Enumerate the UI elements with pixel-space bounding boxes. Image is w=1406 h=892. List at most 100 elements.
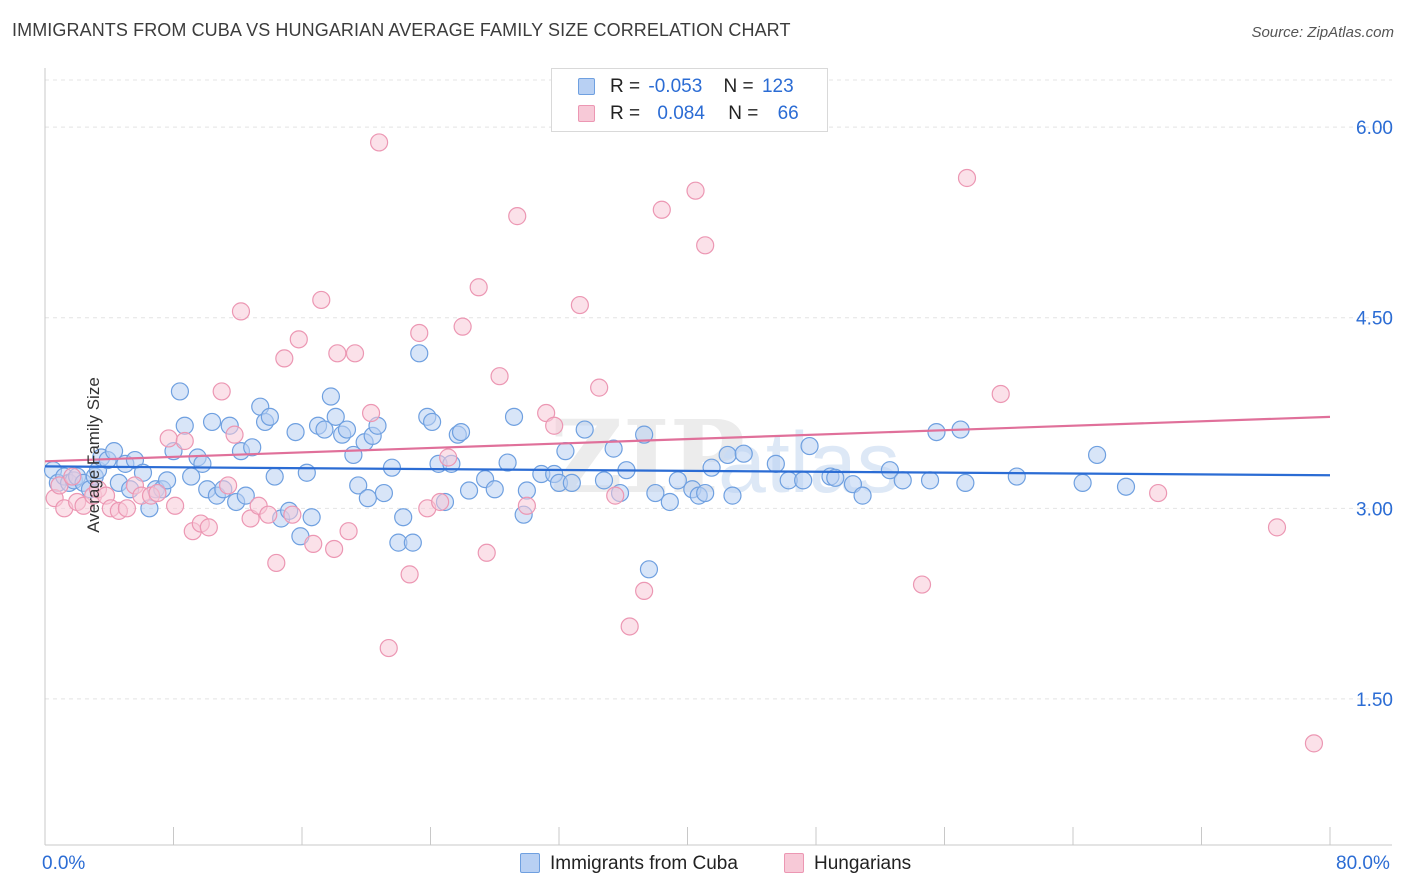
point-cuba [423, 412, 442, 432]
point-cuba [504, 407, 524, 426]
point-hungarians [312, 290, 331, 310]
legend-n-value: 123 [761, 76, 794, 97]
point-cuba [297, 463, 316, 482]
point-hungarians [912, 575, 932, 594]
point-hungarians [453, 317, 472, 336]
point-cuba [451, 422, 471, 442]
point-hungarians [517, 496, 536, 515]
point-cuba [302, 508, 321, 527]
point-cuba [1073, 473, 1092, 493]
point-hungarians [283, 505, 302, 524]
point-hungarians [620, 617, 639, 636]
point-hungarians [159, 429, 178, 448]
point-hungarians [339, 522, 358, 541]
x-tick-label-max: 80.0% [1336, 853, 1390, 874]
point-cuba [1007, 467, 1026, 486]
point-cuba [696, 483, 715, 503]
point-cuba [517, 481, 536, 500]
point-hungarians [490, 367, 509, 386]
point-cuba [723, 486, 742, 505]
point-cuba [243, 438, 262, 457]
trend-line-hungarians [44, 415, 1331, 463]
point-hungarians [50, 476, 69, 495]
point-hungarians [212, 382, 231, 401]
point-hungarians [267, 553, 286, 573]
point-hungarians [652, 200, 671, 219]
point-cuba [394, 508, 413, 527]
point-hungarians [361, 403, 381, 423]
point-hungarians [328, 344, 347, 363]
point-hungarians [275, 349, 294, 368]
point-cuba [575, 420, 594, 439]
point-cuba [236, 486, 255, 505]
point-hungarians [431, 492, 450, 512]
point-cuba [410, 344, 429, 363]
legend-swatch-cuba [578, 78, 595, 95]
point-cuba [459, 481, 479, 500]
point-cuba [193, 454, 212, 473]
point-cuba [880, 461, 899, 480]
point-hungarians [686, 181, 705, 200]
point-hungarians [477, 543, 496, 562]
y-tick-label: 4.50 [1356, 309, 1393, 330]
point-cuba [556, 442, 575, 461]
point-cuba [202, 412, 222, 432]
point-hungarians [304, 534, 323, 553]
point-hungarians [117, 499, 137, 518]
legend-swatch-hungarians [578, 105, 595, 122]
point-hungarians [199, 518, 218, 537]
point-cuba [646, 483, 665, 503]
point-cuba [326, 407, 345, 426]
bottom-legend-hungarians: Hungarians [784, 853, 911, 875]
point-hungarians [590, 378, 609, 397]
watermark-zip: ZIP [550, 398, 745, 516]
point-cuba [265, 467, 284, 486]
point-cuba [660, 492, 679, 512]
x-tick-label-min: 0.0% [42, 853, 86, 874]
legend-r-label: R = [610, 103, 641, 124]
point-hungarians [439, 448, 458, 467]
point-cuba [853, 486, 872, 505]
legend-r-value: -0.053 [648, 76, 703, 97]
point-cuba [349, 476, 368, 495]
point-cuba [893, 471, 912, 490]
watermark-atlas: atlas [718, 415, 900, 511]
point-hungarians [570, 295, 589, 315]
point-cuba [358, 489, 377, 508]
point-cuba [337, 420, 357, 439]
point-hungarians [379, 638, 398, 658]
point-cuba [826, 468, 845, 487]
correlation-legend: R = -0.053 N = 123 R = 0.084 N = 66 [551, 68, 828, 132]
point-hungarians [289, 330, 308, 349]
point-cuba [175, 416, 194, 435]
point-cuba [374, 483, 394, 503]
legend-n-label: N = [728, 103, 759, 124]
point-cuba [562, 473, 581, 493]
point-hungarians [469, 278, 488, 297]
point-hungarians [219, 476, 238, 495]
axes [44, 68, 1392, 846]
point-cuba [403, 533, 422, 552]
point-cuba [718, 445, 737, 465]
point-hungarians [148, 483, 167, 503]
point-hungarians [635, 581, 654, 601]
point-cuba [927, 422, 946, 442]
point-cuba [766, 454, 785, 473]
point-hungarians [957, 168, 977, 188]
point-cuba [639, 560, 659, 579]
point-cuba [315, 420, 334, 439]
point-hungarians [545, 416, 564, 435]
point-hungarians [410, 323, 429, 343]
legend-n-label: N = [723, 76, 754, 97]
point-hungarians [345, 344, 365, 363]
point-hungarians [370, 133, 389, 152]
point-hungarians [175, 431, 194, 451]
point-cuba [635, 425, 654, 444]
y-axis-label: Average Family Size [83, 377, 103, 533]
point-cuba [170, 382, 190, 401]
point-hungarians [166, 496, 185, 515]
point-cuba [321, 387, 341, 406]
point-hungarians [696, 236, 715, 255]
point-hungarians [231, 302, 251, 321]
point-cuba [157, 471, 177, 490]
